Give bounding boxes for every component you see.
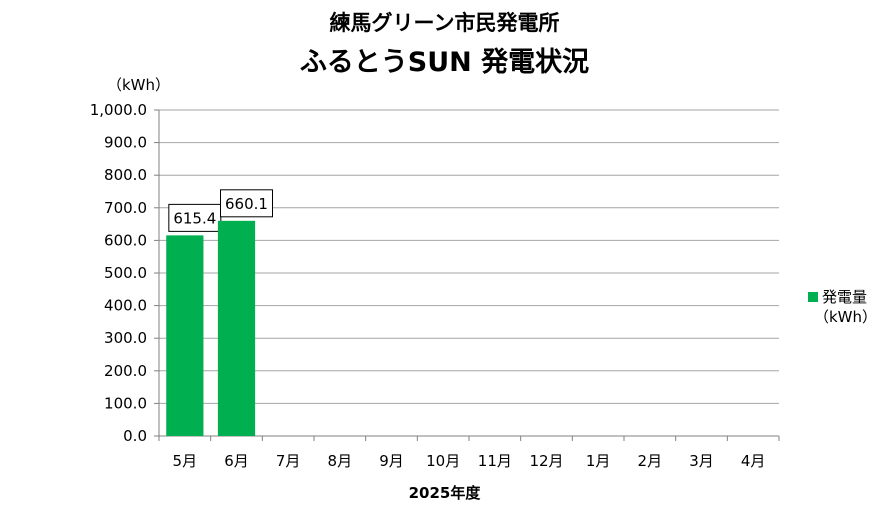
y-tick-label: 900.0 (104, 134, 147, 152)
legend-unit: （kWh） (814, 308, 878, 326)
x-tick-label: 3月 (689, 452, 714, 470)
y-axis-unit-label: （kWh） (107, 76, 171, 94)
y-tick-label: 1,000.0 (90, 101, 147, 119)
y-tick-label: 200.0 (104, 362, 147, 380)
x-tick-label: 7月 (276, 452, 301, 470)
x-axis-label: 2025年度 (408, 484, 481, 502)
legend-label: 発電量 (822, 288, 868, 306)
x-tick-label: 5月 (173, 452, 198, 470)
legend-swatch (808, 292, 818, 302)
data-label: 615.4 (173, 209, 216, 227)
data-label: 660.1 (225, 195, 268, 213)
chart-subtitle: ふるとうSUN 発電状況 (299, 47, 590, 78)
x-tick-label: 2月 (638, 452, 663, 470)
x-tick-label: 8月 (328, 452, 353, 470)
bar (217, 220, 256, 436)
legend: 発電量 （kWh） (808, 287, 877, 327)
x-tick-label: 9月 (379, 452, 404, 470)
y-tick-label: 300.0 (104, 329, 147, 347)
x-tick-label: 12月 (529, 452, 563, 470)
data-label-box (168, 203, 222, 232)
y-tick-label: 400.0 (104, 297, 147, 315)
y-tick-label: 600.0 (104, 231, 147, 249)
x-tick-label: 11月 (478, 452, 512, 470)
x-tick-label: 4月 (741, 452, 766, 470)
y-tick-label: 700.0 (104, 199, 147, 217)
y-tick-label: 100.0 (104, 394, 147, 412)
x-tick-label: 1月 (586, 452, 611, 470)
y-tick-label: 0.0 (123, 427, 147, 445)
data-label-box (220, 189, 273, 218)
x-tick-label: 6月 (224, 452, 249, 470)
chart-title: 練馬グリーン市民発電所 (329, 11, 560, 35)
y-tick-label: 800.0 (104, 166, 147, 184)
x-tick-label: 10月 (426, 452, 460, 470)
y-tick-label: 500.0 (104, 264, 147, 282)
bar (166, 235, 204, 436)
